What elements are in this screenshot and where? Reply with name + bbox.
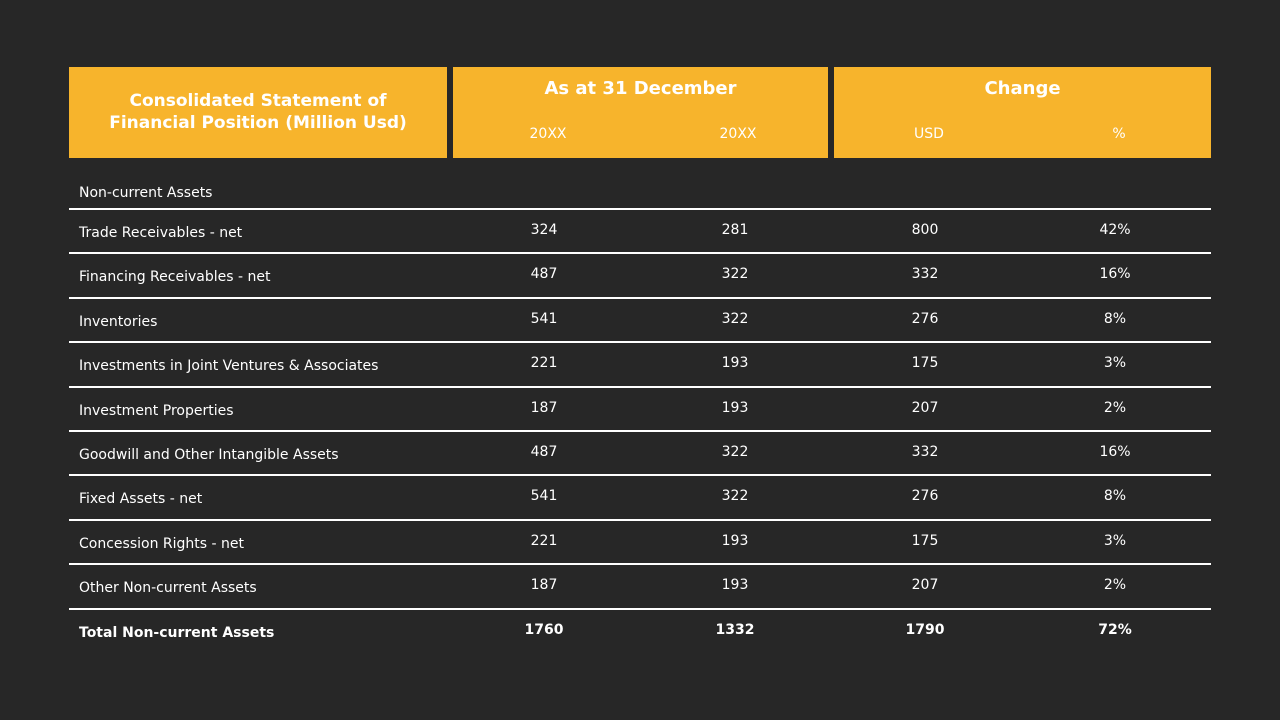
row-label: Trade Receivables - net — [79, 225, 243, 241]
header-asat-title: As at 31 December — [544, 78, 737, 99]
header-asat-cell: As at 31 December 20XX 20XX — [453, 67, 828, 158]
table-row: Investment Properties 187 193 207 2% — [69, 388, 1211, 432]
header-year2: 20XX — [719, 126, 757, 142]
row-label: Other Non-current Assets — [79, 580, 257, 596]
cell-year2: 322 — [721, 488, 749, 504]
row-label: Goodwill and Other Intangible Assets — [79, 447, 339, 463]
cell-change-pct: 72% — [1098, 622, 1132, 638]
table-row: Goodwill and Other Intangible Assets 487 3… — [69, 432, 1211, 476]
cell-change-pct: 16% — [1099, 266, 1131, 282]
cell-change-usd: 207 — [911, 577, 939, 593]
row-divider — [69, 252, 1211, 254]
table-title-line1: Consolidated Statement of — [129, 91, 387, 111]
cell-year2: 193 — [721, 355, 749, 371]
table-row: Inventories 541 322 276 8% — [69, 299, 1211, 343]
row-divider — [69, 474, 1211, 476]
table-title: Consolidated Statement of Financial Posi… — [69, 90, 447, 134]
row-divider — [69, 519, 1211, 521]
cell-change-usd: 1790 — [905, 622, 945, 638]
cell-change-pct: 3% — [1103, 533, 1127, 549]
row-divider — [69, 563, 1211, 565]
header-year1: 20XX — [529, 126, 567, 142]
cell-change-usd: 800 — [911, 222, 939, 238]
cell-year2: 1332 — [715, 622, 755, 638]
cell-change-pct: 8% — [1103, 488, 1127, 504]
cell-year2: 193 — [721, 400, 749, 416]
cell-year1: 487 — [530, 266, 558, 282]
cell-year1: 541 — [530, 311, 558, 327]
cell-year1: 324 — [530, 222, 558, 238]
row-label: Financing Receivables - net — [79, 269, 271, 285]
cell-change-usd: 207 — [911, 400, 939, 416]
cell-year1: 1760 — [524, 622, 564, 638]
total-row: Total Non-current Assets 1760 1332 1790 72% — [69, 610, 1211, 654]
cell-change-pct: 16% — [1099, 444, 1131, 460]
cell-year2: 193 — [721, 577, 749, 593]
row-divider — [69, 208, 1211, 210]
cell-year1: 187 — [530, 577, 558, 593]
row-label: Fixed Assets - net — [79, 491, 203, 507]
header-usd: USD — [914, 126, 944, 142]
cell-year2: 322 — [721, 266, 749, 282]
row-divider — [69, 608, 1211, 610]
row-label: Inventories — [79, 314, 158, 330]
cell-year2: 281 — [721, 222, 749, 238]
cell-year2: 322 — [721, 444, 749, 460]
row-divider — [69, 430, 1211, 432]
row-divider — [69, 386, 1211, 388]
header-change-title: Change — [984, 78, 1061, 99]
table-title-line2: Financial Position (Million Usd) — [109, 113, 407, 133]
row-divider — [69, 297, 1211, 299]
cell-change-usd: 276 — [911, 488, 939, 504]
table-row: Investments in Joint Ventures & Associat… — [69, 343, 1211, 387]
cell-change-pct: 42% — [1099, 222, 1131, 238]
table-row: Trade Receivables - net 324 281 800 42% — [69, 210, 1211, 254]
table-row: Financing Receivables - net 487 322 332 16% — [69, 254, 1211, 298]
cell-year1: 221 — [530, 533, 558, 549]
cell-change-usd: 175 — [911, 355, 939, 371]
cell-year1: 487 — [530, 444, 558, 460]
cell-change-usd: 332 — [911, 444, 939, 460]
header-change-cell: Change USD % — [834, 67, 1211, 158]
header-title-cell: Consolidated Statement of Financial Posi… — [69, 67, 447, 158]
header-pct: % — [1112, 126, 1126, 142]
cell-change-usd: 332 — [911, 266, 939, 282]
cell-year2: 193 — [721, 533, 749, 549]
cell-year1: 221 — [530, 355, 558, 371]
row-label: Investment Properties — [79, 403, 234, 419]
cell-change-pct: 2% — [1103, 400, 1127, 416]
cell-change-pct: 3% — [1103, 355, 1127, 371]
row-label: Concession Rights - net — [79, 536, 244, 552]
cell-change-usd: 276 — [911, 311, 939, 327]
table-row: Concession Rights - net 221 193 175 3% — [69, 521, 1211, 565]
row-label: Total Non-current Assets — [79, 625, 275, 641]
row-divider — [69, 341, 1211, 343]
cell-year2: 322 — [721, 311, 749, 327]
table-row: Fixed Assets - net 541 322 276 8% — [69, 476, 1211, 520]
cell-year1: 187 — [530, 400, 558, 416]
cell-change-pct: 8% — [1103, 311, 1127, 327]
section-label: Non-current Assets — [79, 185, 213, 201]
cell-year1: 541 — [530, 488, 558, 504]
table-header: Consolidated Statement of Financial Posi… — [69, 67, 1211, 158]
cell-change-pct: 2% — [1103, 577, 1127, 593]
cell-change-usd: 175 — [911, 533, 939, 549]
table-row: Other Non-current Assets 187 193 207 2% — [69, 565, 1211, 609]
row-label: Investments in Joint Ventures & Associat… — [79, 358, 379, 374]
